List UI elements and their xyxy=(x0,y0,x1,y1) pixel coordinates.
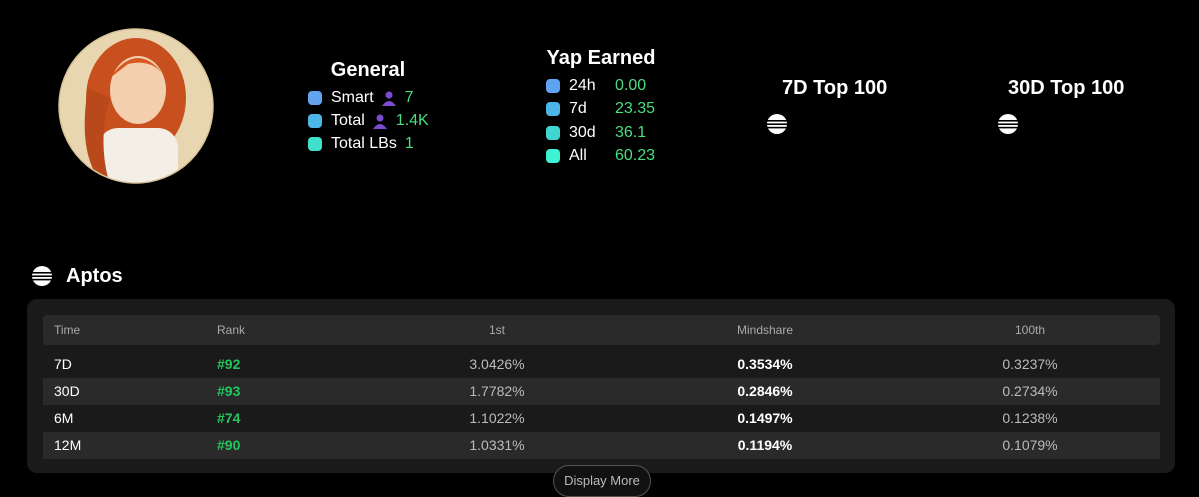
bullet xyxy=(546,125,560,140)
table-cell: 0.1238% xyxy=(1002,410,1058,426)
bullet xyxy=(308,137,322,151)
item-value: 0.00 xyxy=(615,77,647,94)
table-row: 12M #90 1.0331% 0.1194% 0.1079% xyxy=(43,432,1160,459)
top-title: 7D Top 100 xyxy=(782,77,888,99)
item-label: All xyxy=(569,146,587,164)
yap-item: 7d 23.35 xyxy=(546,100,655,118)
table-row: 6M #74 1.1022% 0.1497% 0.1238% xyxy=(43,405,1160,432)
person-icon xyxy=(365,113,388,129)
table-cell: 0.2846% xyxy=(737,383,793,399)
general-item: Smart 7 xyxy=(308,89,414,107)
table-row: 7D #92 3.0426% 0.3534% 0.3237% xyxy=(43,351,1160,378)
item-value: 36.1 xyxy=(615,123,647,141)
bullet xyxy=(546,102,560,117)
header-cell: Rank xyxy=(217,323,246,337)
table-cell: 1.1022% xyxy=(469,410,525,426)
aptos-icon xyxy=(767,114,787,134)
item-value: 7 xyxy=(404,89,414,106)
yap-title: Yap Earned xyxy=(546,47,656,69)
item-value: 1 xyxy=(404,135,414,152)
yap-item: 24h 0.00 xyxy=(546,77,646,95)
table-cell: 0.1079% xyxy=(1002,437,1058,453)
table-cell: #92 xyxy=(217,356,241,372)
header-cell: Time xyxy=(54,323,81,337)
table-cell: #93 xyxy=(217,383,241,399)
general-title: General xyxy=(330,59,406,81)
yap-item: All 60.23 xyxy=(546,147,655,165)
table-header: Time Rank 1st Mindshare 100th xyxy=(43,315,1160,345)
item-value: 60.23 xyxy=(615,146,656,164)
bullet xyxy=(546,79,560,93)
table-cell: 1.7782% xyxy=(469,383,525,399)
item-value: 1.4K xyxy=(395,112,429,129)
top-title: 30D Top 100 xyxy=(1008,77,1125,99)
item-label: 7d xyxy=(569,100,587,118)
table-cell: 3.0426% xyxy=(469,356,525,372)
item-label: 24h xyxy=(569,77,596,94)
avatar xyxy=(58,28,214,184)
table-cell: 0.2734% xyxy=(1002,383,1058,399)
aptos-icon xyxy=(998,114,1018,134)
item-value: 23.35 xyxy=(615,100,656,118)
item-label: Smart xyxy=(331,89,374,106)
table-cell: 0.1497% xyxy=(737,410,793,426)
bullet xyxy=(546,148,560,163)
table-row: 30D #93 1.7782% 0.2846% 0.2734% xyxy=(43,378,1160,405)
item-label: 30d xyxy=(569,123,596,141)
person-icon xyxy=(374,90,397,106)
bullet xyxy=(308,91,322,105)
table-cell: 0.3237% xyxy=(1002,356,1058,372)
yap-item: 30d 36.1 xyxy=(546,124,646,142)
aptos-icon xyxy=(32,266,52,286)
table-cell: 12M xyxy=(54,437,82,453)
header-cell: 1st xyxy=(488,323,506,337)
header-cell: Mindshare xyxy=(736,323,794,337)
table-cell: 0.1194% xyxy=(737,437,793,453)
table-cell: 1.0331% xyxy=(469,437,525,453)
table-cell: 30D xyxy=(54,383,80,399)
table-cell: #90 xyxy=(217,437,241,453)
table-cell: 7D xyxy=(54,356,72,372)
item-label: Total xyxy=(331,112,365,129)
table-cell: #74 xyxy=(217,410,241,426)
display-more-button[interactable]: Display More xyxy=(553,465,651,497)
section-title: Aptos xyxy=(66,265,123,287)
bullet xyxy=(308,114,322,128)
general-item: Total LBs 1 xyxy=(308,135,414,153)
table-cell: 6M xyxy=(54,410,74,426)
general-item: Total 1.4K xyxy=(308,112,429,130)
header-cell: 100th xyxy=(1014,323,1046,337)
item-label: Total LBs xyxy=(331,135,397,152)
table-cell: 0.3534% xyxy=(737,356,793,372)
